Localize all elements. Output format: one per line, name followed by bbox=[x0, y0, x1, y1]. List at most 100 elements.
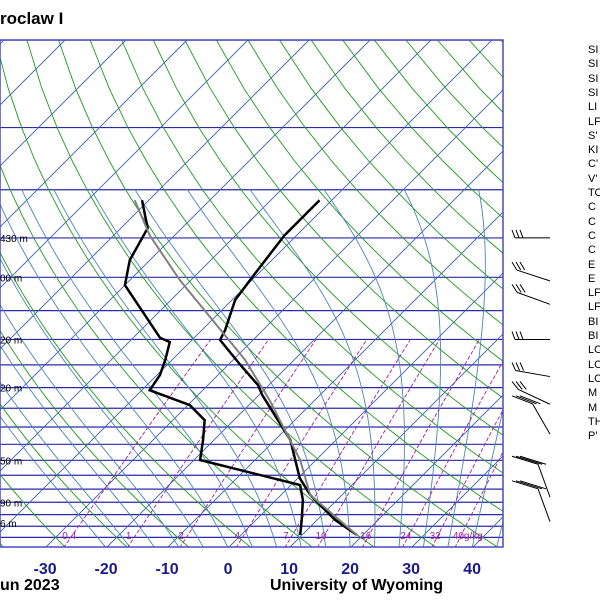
dry-adiabat-line bbox=[58, 40, 499, 547]
barb-flag bbox=[519, 284, 526, 293]
mixing-ratio-line bbox=[127, 339, 269, 547]
mixing-ratio-label: 4 bbox=[235, 531, 241, 542]
moist-adiabat-line bbox=[0, 203, 229, 547]
x-tick-label: -30 bbox=[34, 561, 57, 578]
x-tick-label: 0 bbox=[224, 561, 233, 578]
moist-adiabat-line bbox=[249, 189, 376, 547]
dry-adiabat-line bbox=[279, 40, 503, 290]
dry-adiabat-line bbox=[216, 40, 503, 362]
index-label: M bbox=[588, 401, 598, 414]
barb-staff bbox=[515, 369, 551, 378]
index-label: BI bbox=[588, 330, 599, 342]
axis-labels: -30 -20 -10 0 10 20 30 400.4 1 2 4 7 10 16 24 32 40g/kg4… bbox=[0, 234, 483, 578]
wind-barb bbox=[511, 331, 550, 340]
isotherm-line bbox=[411, 455, 503, 547]
barb-staff bbox=[537, 464, 551, 498]
barb-flag bbox=[515, 229, 520, 239]
temperature-trace bbox=[218, 199, 358, 536]
isotherm-line bbox=[167, 211, 503, 547]
index-label: TO bbox=[588, 187, 600, 199]
wind-barb bbox=[511, 261, 551, 282]
dry-adiabat-line bbox=[500, 40, 503, 44]
barb-flag bbox=[511, 480, 539, 490]
dry-adiabat-line bbox=[0, 55, 375, 547]
barb-flag bbox=[519, 229, 524, 239]
index-label: BI bbox=[588, 315, 599, 328]
barb-flag bbox=[511, 362, 516, 371]
wind-barb bbox=[511, 381, 551, 405]
index-label: P' bbox=[588, 430, 598, 443]
moist-adiabat-line bbox=[403, 189, 442, 547]
chart-background-lines bbox=[0, 40, 503, 547]
barb-staff bbox=[516, 269, 551, 282]
moist-adiabat-line bbox=[0, 257, 204, 547]
dry-adiabat-line bbox=[0, 473, 66, 547]
x-tick-label: -10 bbox=[156, 561, 179, 578]
moist-adiabat-line bbox=[447, 189, 486, 547]
moist-adiabat-line bbox=[186, 189, 351, 547]
barb-flag bbox=[511, 284, 518, 293]
x-tick-label: 30 bbox=[402, 561, 420, 578]
barb-flag bbox=[515, 480, 543, 490]
dry-adiabat-line bbox=[26, 40, 437, 547]
index-label: KI bbox=[588, 144, 599, 157]
credit-label: University of Wyoming bbox=[270, 577, 444, 594]
barb-flag bbox=[515, 331, 520, 340]
mixing-ratio-line bbox=[179, 339, 317, 547]
barb-flag bbox=[519, 331, 524, 340]
parcel-trace bbox=[133, 199, 358, 536]
index-label: SI bbox=[588, 58, 599, 71]
barb-flag bbox=[515, 381, 523, 390]
moist-adiabat-line bbox=[134, 189, 327, 547]
isotherm-line bbox=[0, 40, 371, 411]
height-label: 430 m bbox=[0, 234, 28, 245]
moist-adiabat-line bbox=[0, 381, 131, 547]
moist-adiabat-line bbox=[496, 520, 503, 547]
mixing-ratio-line bbox=[284, 339, 411, 547]
dry-adiabat-line bbox=[89, 40, 503, 512]
isotherm-line bbox=[0, 40, 249, 289]
barb-flag bbox=[515, 284, 522, 293]
height-label: 00 m bbox=[0, 273, 22, 284]
mixing-ratio-label: 32 bbox=[430, 531, 442, 542]
index-label: C bbox=[588, 229, 596, 242]
index-label: LF bbox=[588, 301, 600, 314]
moist-adiabat-line bbox=[0, 415, 106, 547]
mixing-ratio-label: 2 bbox=[178, 531, 184, 542]
index-label: LO bbox=[588, 358, 600, 371]
station-title: roclaw I bbox=[0, 9, 64, 28]
index-label: LO bbox=[588, 372, 600, 385]
moist-adiabat-line bbox=[0, 303, 180, 547]
barb-staff bbox=[516, 291, 551, 305]
x-tick-label: 40 bbox=[463, 561, 481, 578]
wind-barb bbox=[511, 395, 551, 435]
isotherm-line bbox=[106, 150, 503, 547]
mixing-ratio-label: 40g/kg bbox=[453, 531, 483, 542]
isotherm-line bbox=[289, 333, 503, 547]
index-label: TH bbox=[588, 415, 600, 428]
index-label: V' bbox=[588, 172, 598, 185]
wind-barb bbox=[511, 362, 551, 378]
isotherm-line bbox=[0, 40, 127, 167]
dry-adiabat-line bbox=[247, 40, 503, 326]
height-label: 20 m bbox=[0, 335, 22, 346]
dry-adiabat-line bbox=[0, 251, 252, 547]
isotherm-line bbox=[0, 40, 493, 533]
barb-staff bbox=[532, 403, 551, 435]
mixing-ratio-line bbox=[317, 339, 440, 547]
dry-adiabat-line bbox=[0, 164, 313, 547]
mixing-ratio-label: 16 bbox=[360, 531, 372, 542]
moist-adiabat-line bbox=[90, 189, 302, 547]
dry-adiabat-line bbox=[0, 403, 128, 547]
plot-frame bbox=[0, 39, 504, 548]
dewpoint-trace bbox=[123, 200, 305, 536]
height-label: 20 m bbox=[0, 384, 22, 395]
index-label: E bbox=[588, 272, 596, 285]
barb-flag bbox=[515, 362, 520, 371]
isotherm-line bbox=[0, 40, 310, 350]
wind-barb bbox=[511, 229, 550, 239]
mixing-ratio-label: 1 bbox=[126, 531, 132, 542]
mixing-ratio-line bbox=[402, 360, 503, 547]
height-label: 6 m bbox=[0, 519, 17, 530]
